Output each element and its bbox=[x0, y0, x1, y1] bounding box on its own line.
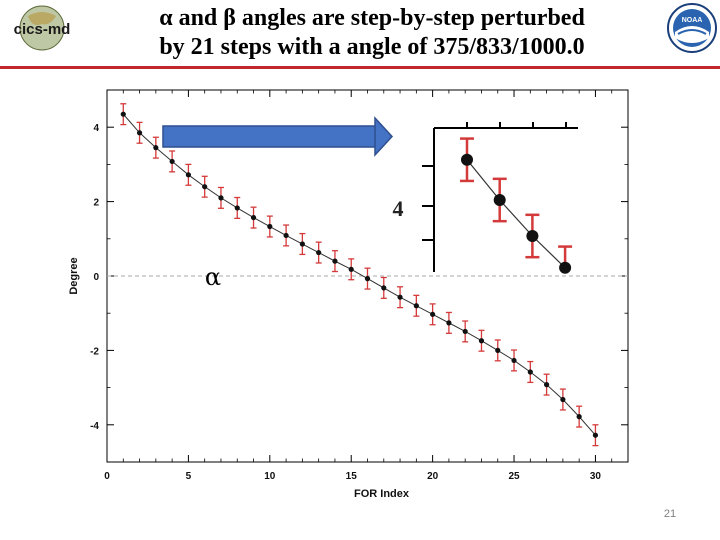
data-point bbox=[462, 328, 468, 335]
data-point bbox=[283, 232, 289, 239]
title-rule bbox=[0, 66, 720, 69]
inset-data-point bbox=[526, 230, 539, 242]
title-line-1: α and β angles are step-by-step perturbe… bbox=[159, 5, 585, 31]
data-point bbox=[234, 205, 240, 211]
data-point bbox=[250, 214, 257, 221]
inset-data-point bbox=[461, 153, 473, 166]
slide-number: 21 bbox=[663, 508, 677, 520]
inset-tick-label: 4 bbox=[393, 196, 404, 221]
alpha-symbol: α bbox=[205, 263, 221, 291]
svg-text:NOAA: NOAA bbox=[682, 17, 703, 24]
direction-arrow bbox=[162, 116, 394, 157]
title-line-2: by 21 steps with a angle of 375/833/1000… bbox=[159, 34, 585, 60]
x-tick-label: 30 bbox=[590, 471, 602, 482]
data-point bbox=[511, 357, 517, 364]
y-axis-label: Degree bbox=[68, 257, 80, 294]
series-line bbox=[122, 113, 596, 436]
inset-data-point bbox=[559, 261, 572, 274]
data-point bbox=[446, 320, 452, 326]
y-tick-label: -4 bbox=[90, 421, 99, 432]
data-point bbox=[202, 184, 208, 190]
cics-md-logo: cics-md bbox=[2, 4, 82, 52]
x-tick-label: 0 bbox=[104, 471, 110, 482]
data-point bbox=[348, 266, 354, 272]
x-tick-label: 15 bbox=[346, 471, 358, 482]
x-tick-label: 5 bbox=[186, 471, 192, 482]
inset-data-point bbox=[493, 194, 506, 206]
y-tick-label: 2 bbox=[93, 198, 99, 209]
x-axis-label: FOR Index bbox=[354, 488, 410, 500]
data-point bbox=[120, 111, 126, 117]
inset-series-line bbox=[466, 159, 566, 269]
slide-title: α and β angles are step-by-step perturbe… bbox=[92, 4, 652, 62]
data-point bbox=[527, 369, 533, 375]
data-point bbox=[267, 223, 273, 230]
y-tick-label: 0 bbox=[93, 272, 99, 283]
data-point bbox=[560, 396, 566, 403]
data-series bbox=[120, 103, 599, 447]
noaa-logo: NOAA bbox=[666, 2, 718, 54]
data-point bbox=[430, 311, 436, 317]
axes: 0 5 10 15 20 25 30 -4 -2 0 2 4 FOR Index Degree bbox=[68, 89, 629, 500]
data-point bbox=[576, 414, 582, 420]
arrow-shaft bbox=[162, 125, 378, 148]
data-point bbox=[397, 294, 403, 300]
zoom-inset bbox=[422, 122, 578, 274]
data-point bbox=[332, 258, 338, 264]
y-tick-label: 4 bbox=[93, 123, 99, 134]
x-tick-label: 10 bbox=[264, 471, 276, 482]
data-point bbox=[413, 303, 419, 309]
data-point bbox=[592, 432, 599, 438]
svg-text:cics-md: cics-md bbox=[14, 21, 71, 38]
data-point bbox=[299, 241, 305, 247]
data-point bbox=[185, 172, 192, 178]
data-point bbox=[169, 158, 175, 165]
x-tick-label: 25 bbox=[508, 471, 520, 482]
data-point bbox=[495, 347, 501, 353]
data-point bbox=[381, 285, 387, 291]
data-point bbox=[136, 130, 143, 136]
x-tick-label: 20 bbox=[427, 471, 439, 482]
data-point bbox=[316, 249, 322, 256]
data-point bbox=[364, 276, 371, 282]
data-point bbox=[153, 145, 159, 151]
y-tick-label: -2 bbox=[90, 346, 99, 357]
data-point bbox=[543, 382, 550, 388]
inset-background bbox=[434, 128, 578, 272]
data-point bbox=[218, 195, 224, 201]
arrow-head bbox=[374, 116, 394, 157]
data-point bbox=[478, 338, 485, 344]
